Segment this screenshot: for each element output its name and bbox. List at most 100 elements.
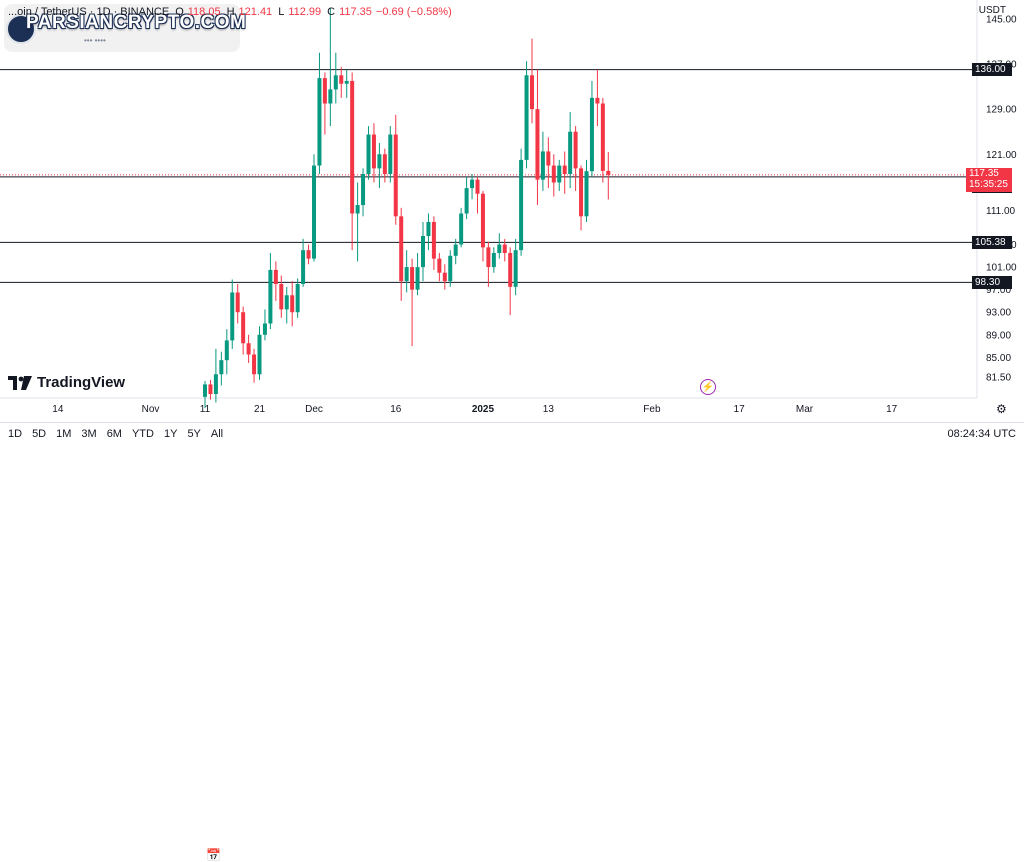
- candle-body: [480, 193, 485, 248]
- currency-label[interactable]: USDT: [978, 5, 1006, 16]
- time-tick-label: 2025: [472, 404, 495, 415]
- clock[interactable]: 08:24:34 UTC: [947, 428, 1016, 440]
- tradingview-logo-icon: [8, 375, 32, 390]
- candle-body: [442, 272, 447, 282]
- last-price-tag: 117.35 15:35:25: [966, 167, 1012, 192]
- time-tick-label: 17: [886, 404, 898, 415]
- calendar-icon[interactable]: 📅: [206, 848, 221, 862]
- open-value: 118.05: [187, 6, 221, 18]
- candle-body: [388, 134, 393, 175]
- timeframe-5d[interactable]: 5D: [32, 428, 47, 440]
- timeframe-all[interactable]: All: [210, 428, 224, 440]
- candle-body: [546, 151, 551, 166]
- candle-body: [513, 250, 518, 287]
- candle-body: [589, 97, 594, 172]
- time-tick-label: 21: [254, 404, 266, 415]
- candle-body: [328, 89, 333, 104]
- time-tick-label: Dec: [305, 404, 323, 415]
- candle-body: [459, 213, 464, 245]
- candle-body: [497, 244, 502, 253]
- price-chart[interactable]: 81.5085.0089.0093.0097.00101.00105.00111…: [0, 0, 1024, 444]
- timeframe-3m[interactable]: 3M: [81, 428, 97, 440]
- candle-body: [366, 134, 371, 175]
- time-tick-label: Nov: [142, 404, 160, 415]
- candle-body: [535, 109, 540, 180]
- timeframe-ytd[interactable]: YTD: [131, 428, 154, 440]
- candle-body: [540, 151, 545, 180]
- candle-body: [600, 103, 605, 171]
- candle-body: [284, 295, 289, 310]
- price-tick-label: 101.00: [986, 263, 1017, 274]
- candle-body: [584, 171, 589, 217]
- candle-body: [415, 267, 420, 290]
- candle-body: [306, 250, 311, 259]
- candle-body: [393, 134, 398, 217]
- candle-body: [491, 252, 496, 268]
- price-tick-label: 145.00: [986, 14, 1017, 25]
- candle-body: [573, 131, 578, 169]
- time-tick-label: 13: [543, 404, 555, 415]
- time-tick-label: 17: [734, 404, 746, 415]
- candle-body: [595, 97, 600, 104]
- close-value: 117.35: [339, 6, 372, 18]
- candle-body: [333, 75, 338, 90]
- high-label: H: [226, 6, 235, 18]
- candle-body: [399, 216, 404, 282]
- time-tick-label: Feb: [643, 404, 661, 415]
- candle-body: [377, 154, 382, 169]
- candle-body: [230, 292, 235, 341]
- price-tick-label: 81.50: [986, 373, 1011, 384]
- candle-body: [312, 165, 316, 259]
- candle-body: [241, 312, 246, 344]
- candle-body: [371, 134, 376, 169]
- time-tick-label: 11: [200, 404, 211, 415]
- close-label: C: [327, 6, 336, 18]
- candle-body: [246, 343, 251, 355]
- candle-body: [344, 80, 349, 84]
- change-value: −0.69 (−0.58%): [375, 6, 452, 18]
- time-axis[interactable]: 14 Nov 11 21 Dec 16 2025 13 Feb 17 Mar 17: [52, 404, 897, 415]
- candle-body: [437, 258, 442, 273]
- candle-body: [562, 165, 567, 175]
- price-tick-label: 129.00: [986, 105, 1017, 116]
- candle-body: [235, 292, 240, 313]
- candle-body: [301, 250, 306, 285]
- watermark-text: PARSIANCRYPTO.COM: [26, 12, 247, 33]
- candle-body: [530, 75, 534, 110]
- lightning-icon[interactable]: ⚡: [700, 379, 716, 395]
- candle-body: [355, 205, 360, 214]
- timeframe-1m[interactable]: 1M: [56, 428, 72, 440]
- candle-body: [579, 168, 584, 217]
- candle-body: [295, 284, 300, 313]
- price-tick-label: 89.00: [986, 330, 1011, 341]
- symbol-header: ...oin / TetherUS · 1D · BINANCE O 118.05…: [8, 4, 452, 20]
- candle-body: [568, 131, 573, 175]
- price-tick-label: 111.00: [986, 206, 1016, 217]
- tradingview-logo[interactable]: TradingView: [8, 374, 125, 391]
- timeframe-6m[interactable]: 6M: [106, 428, 122, 440]
- price-tick-label: 97.00: [986, 285, 1011, 296]
- candle-body: [508, 252, 513, 287]
- candle-body: [448, 255, 453, 282]
- timeframe-1d[interactable]: 1D: [8, 428, 23, 440]
- candle-body: [350, 80, 355, 214]
- candle-body: [339, 75, 344, 84]
- time-tick-label: Mar: [796, 404, 814, 415]
- open-label: O: [175, 6, 184, 18]
- candle-body: [317, 78, 322, 166]
- bottom-toolbar: 1D 5D 1M 3M 6M YTD 1Y 5Y All 📅 08:24:34 UTC: [0, 422, 1024, 862]
- symbol-title[interactable]: ...oin / TetherUS · 1D · BINANCE: [8, 6, 170, 18]
- timeframe-1y[interactable]: 1Y: [163, 428, 178, 440]
- timeframe-5y[interactable]: 5Y: [187, 428, 201, 440]
- candle-body: [606, 170, 611, 175]
- candle-body: [410, 267, 415, 290]
- high-value: 121.41: [238, 6, 273, 18]
- gear-icon[interactable]: ⚙: [996, 402, 1007, 416]
- candle-body: [262, 323, 267, 335]
- ohlc-values: O 118.05 H 121.41 L 112.99 C 117.35: [175, 6, 374, 18]
- low-value: 112.99: [288, 6, 322, 18]
- candle-body: [486, 247, 491, 268]
- last-price-value: 117.35: [969, 167, 999, 179]
- candle-body: [431, 221, 436, 259]
- price-tick-label: 93.00: [986, 308, 1011, 319]
